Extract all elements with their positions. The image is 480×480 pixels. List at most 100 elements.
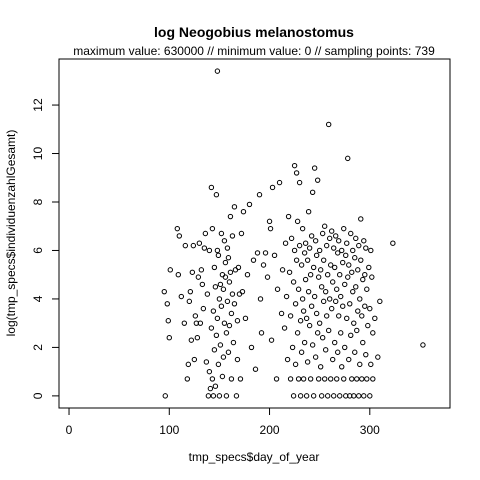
data-point xyxy=(196,240,203,246)
data-point xyxy=(322,347,329,353)
data-point xyxy=(317,267,324,273)
data-point xyxy=(306,322,313,329)
data-point xyxy=(316,247,323,254)
data-point xyxy=(205,393,212,399)
data-point xyxy=(268,337,275,343)
data-point xyxy=(363,351,369,358)
data-point xyxy=(203,359,210,365)
data-point xyxy=(341,225,347,232)
data-point xyxy=(367,393,373,399)
data-point xyxy=(323,313,330,319)
data-point xyxy=(191,356,198,363)
data-point xyxy=(368,361,374,368)
data-point xyxy=(287,376,294,382)
data-point xyxy=(230,339,237,346)
data-point xyxy=(346,262,352,268)
y-tick-label: 4 xyxy=(31,295,45,302)
data-point xyxy=(167,267,173,273)
data-point xyxy=(326,296,333,302)
data-point xyxy=(345,155,351,162)
data-point xyxy=(299,225,306,232)
data-point xyxy=(361,238,367,244)
data-point xyxy=(349,376,355,382)
data-point xyxy=(182,242,189,249)
data-point xyxy=(338,330,344,336)
data-point xyxy=(350,288,356,295)
data-point xyxy=(223,330,230,336)
data-point xyxy=(344,315,350,322)
data-point xyxy=(216,393,223,399)
data-point xyxy=(353,284,359,290)
data-point xyxy=(340,303,346,309)
data-point xyxy=(355,267,361,273)
data-point xyxy=(224,245,231,251)
data-point xyxy=(343,252,349,259)
data-point xyxy=(227,269,234,275)
data-point xyxy=(301,250,308,256)
data-point xyxy=(306,245,313,251)
data-point xyxy=(303,315,310,322)
data-point xyxy=(347,301,353,307)
data-point xyxy=(222,274,229,280)
data-point xyxy=(211,264,218,271)
data-point xyxy=(332,339,338,346)
data-point xyxy=(296,242,303,249)
data-point xyxy=(206,368,213,375)
data-point xyxy=(184,376,191,382)
data-point xyxy=(292,361,299,368)
y-tick-label: 2 xyxy=(31,344,45,351)
data-point xyxy=(305,208,312,215)
data-point xyxy=(359,376,365,382)
data-point xyxy=(304,257,311,263)
data-point xyxy=(291,162,298,169)
data-point xyxy=(218,230,225,237)
data-point xyxy=(187,288,194,295)
data-point xyxy=(360,276,366,283)
data-point xyxy=(161,288,167,295)
data-point xyxy=(337,272,343,278)
data-point xyxy=(357,296,363,302)
data-point xyxy=(208,184,215,191)
data-point xyxy=(362,272,368,278)
y-tick-label: 6 xyxy=(31,247,45,254)
data-point xyxy=(262,250,269,256)
data-point xyxy=(318,284,325,290)
data-point xyxy=(218,303,225,309)
data-point xyxy=(337,393,343,399)
data-point xyxy=(274,286,281,292)
data-point xyxy=(282,240,289,246)
data-point xyxy=(338,293,344,300)
data-point xyxy=(352,349,358,355)
data-point xyxy=(254,250,261,256)
data-point xyxy=(335,250,341,256)
data-point xyxy=(294,330,301,336)
plot-frame xyxy=(58,58,451,409)
data-point xyxy=(372,315,378,322)
data-point xyxy=(336,313,342,319)
data-point xyxy=(307,272,314,278)
data-point xyxy=(252,366,259,372)
data-point xyxy=(227,213,234,220)
data-point xyxy=(213,192,220,198)
data-point xyxy=(357,361,363,368)
data-point xyxy=(341,376,347,382)
data-point xyxy=(301,339,308,346)
data-point xyxy=(369,274,375,280)
data-point xyxy=(331,393,337,399)
data-point xyxy=(279,267,286,273)
data-point xyxy=(377,298,383,305)
data-point xyxy=(211,347,218,353)
data-point xyxy=(375,354,381,360)
data-point xyxy=(226,322,233,329)
data-point xyxy=(358,216,364,222)
data-point xyxy=(314,330,321,336)
data-point xyxy=(166,335,172,341)
data-point xyxy=(219,373,226,380)
chart-subtitle: maximum value: 630000 // minimum value: … xyxy=(73,44,435,58)
data-point xyxy=(220,286,227,292)
data-point xyxy=(328,305,335,312)
data-point xyxy=(298,349,305,355)
data-point xyxy=(212,284,219,290)
data-point xyxy=(292,301,299,307)
data-point xyxy=(300,308,307,314)
